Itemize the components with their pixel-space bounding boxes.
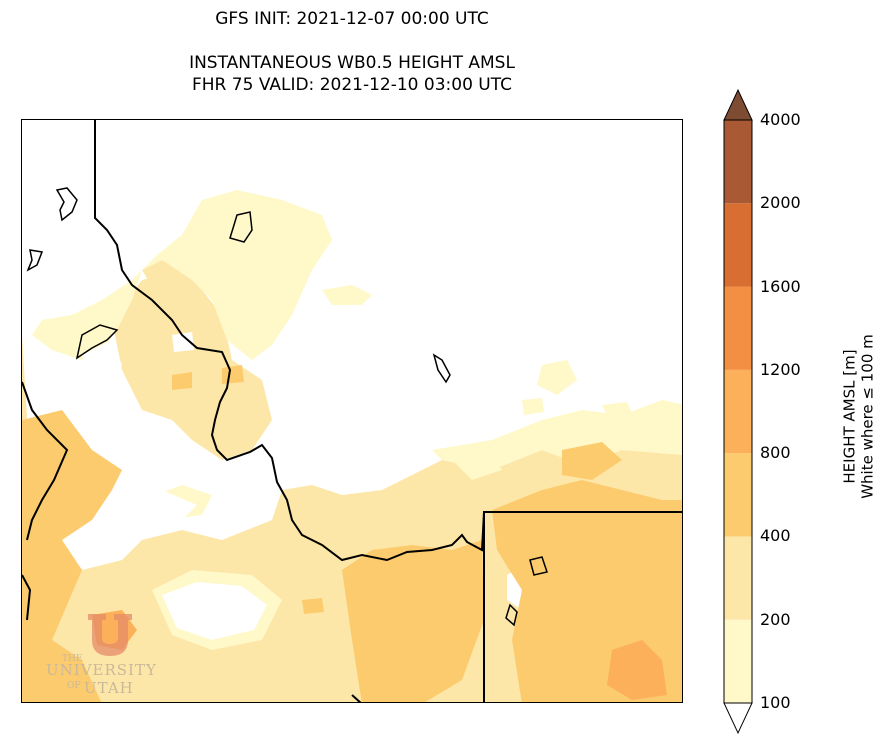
colorbar-segment	[724, 619, 752, 703]
colorbar-segment	[724, 120, 752, 204]
product-title: INSTANTANEOUS WB0.5 HEIGHT AMSL	[189, 53, 515, 73]
colorbar-tick-label: 400	[760, 526, 791, 546]
colorbar-segment	[724, 536, 752, 620]
colorbar-tick-label: 200	[760, 609, 791, 629]
university-of-utah-logo: THE UNIVERSITY OF UTAH	[40, 610, 160, 702]
logo-of: OF	[67, 681, 81, 691]
colorbar-frame	[723, 119, 753, 704]
logo-utah: UTAH	[84, 679, 134, 697]
colorbar-segment	[724, 286, 752, 370]
colorbar-tick-label: 100	[760, 693, 791, 712]
colorbar-segment	[724, 203, 752, 287]
colorbar-tick-label: 4000	[760, 110, 801, 129]
init-title: GFS INIT: 2021-12-07 00:00 UTC	[215, 9, 489, 29]
colorbar-extend-under	[723, 702, 753, 735]
colorbar-sublabel: White where ≤ 100 m	[858, 334, 877, 499]
state-borders	[22, 120, 682, 702]
colorbar-tick-label: 2000	[760, 193, 801, 213]
map-panel	[21, 119, 683, 703]
logo-university: UNIVERSITY	[46, 661, 157, 679]
lakes	[26, 187, 548, 627]
colorbar-label: HEIGHT AMSL [m]	[840, 349, 859, 484]
colorbar-extend-over	[723, 88, 753, 121]
colorbar-segment	[724, 369, 752, 454]
colorbar-segment	[724, 453, 752, 537]
map-canvas	[22, 120, 682, 702]
block-u-icon	[88, 614, 132, 656]
colorbar-tick-label: 1200	[760, 359, 801, 379]
valid-title: FHR 75 VALID: 2021-12-10 03:00 UTC	[192, 75, 512, 95]
logo-the: THE	[62, 654, 83, 664]
colorbar-tick-label: 1600	[760, 276, 801, 296]
colorbar-tick-label: 800	[760, 443, 791, 463]
colorbar	[723, 88, 753, 735]
